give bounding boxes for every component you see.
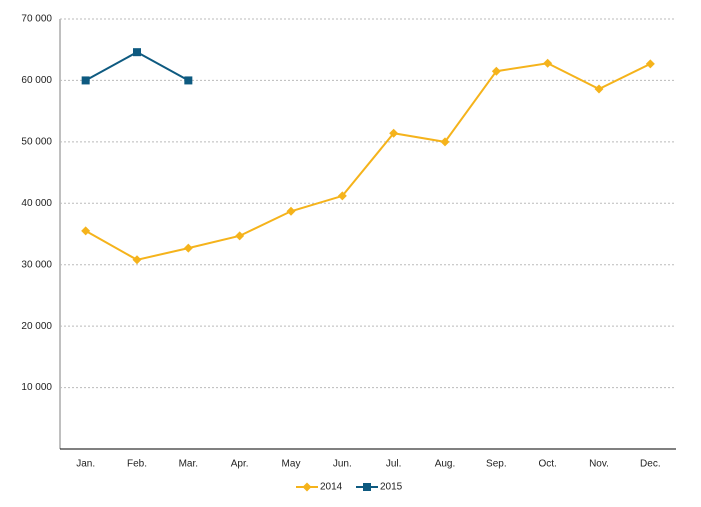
marker <box>543 58 553 68</box>
marker <box>132 255 142 265</box>
y-tick-label: 30 000 <box>21 259 52 270</box>
x-tick-label: Dec. <box>640 459 661 470</box>
y-tick-label: 50 000 <box>21 136 52 147</box>
marker <box>133 48 141 57</box>
x-tick-label: May <box>282 459 301 470</box>
x-tick-label: Nov. <box>589 459 609 470</box>
marker <box>81 76 90 85</box>
marker <box>594 84 604 94</box>
series-line <box>85 51 189 82</box>
y-tick-label: 60 000 <box>21 75 52 86</box>
y-tick-label: 20 000 <box>21 321 52 332</box>
x-tick-label: Aug. <box>435 459 456 470</box>
y-tick-label: 40 000 <box>21 198 52 209</box>
legend-marker <box>302 482 312 492</box>
marker <box>491 66 501 76</box>
marker <box>645 59 655 69</box>
x-tick-label: Sep. <box>486 459 507 470</box>
marker <box>184 76 193 85</box>
legend-marker <box>363 483 371 491</box>
marker <box>286 206 296 216</box>
x-tick-label: Oct. <box>538 459 556 470</box>
x-tick-label: Jan. <box>76 459 95 470</box>
y-tick-label: 70 000 <box>21 14 52 25</box>
legend-label: 2014 <box>320 482 343 493</box>
marker <box>337 191 347 201</box>
series-line <box>85 62 651 261</box>
marker <box>235 231 245 241</box>
marker <box>183 243 193 253</box>
y-tick-label: 10 000 <box>21 382 52 393</box>
marker <box>440 137 450 147</box>
x-tick-label: Jun. <box>333 459 352 470</box>
x-tick-label: Mar. <box>179 459 198 470</box>
x-tick-label: Jul. <box>386 459 402 470</box>
x-tick-label: Feb. <box>127 459 147 470</box>
marker <box>389 128 399 138</box>
legend-label: 2015 <box>380 482 403 493</box>
marker <box>81 226 91 236</box>
x-tick-label: Apr. <box>231 459 249 470</box>
